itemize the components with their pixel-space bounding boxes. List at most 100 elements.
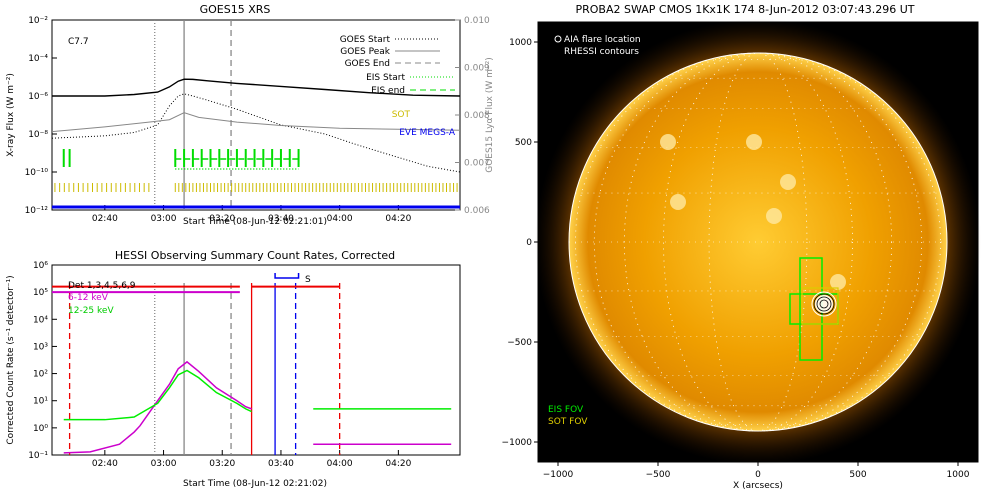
swap-title: PROBA2 SWAP CMOS 1Kx1K 174 8-Jun-2012 03…	[575, 3, 914, 16]
goes-ytick-label: 10⁻⁶	[28, 92, 48, 102]
legend-det: Det 1,3,4,5,6,9	[68, 281, 136, 291]
hessi-xtick-label: 03:00	[151, 459, 177, 469]
goes-ytick-right-label: 0.010	[464, 16, 490, 26]
hessi-panel: HESSI Observing Summary Count Rates, Cor…	[6, 249, 461, 489]
goes-ytick-right-label: 0.008	[464, 111, 490, 121]
legend-eis-end: EIS end	[371, 86, 405, 96]
hessi-xlabel: Start Time (08-Jun-12 02:21:02)	[183, 479, 327, 489]
goes-lya-line	[51, 112, 461, 133]
sun-disk	[569, 53, 947, 431]
swap-xtick-label: 1000	[947, 470, 970, 480]
swap-xtick-label: −1000	[543, 470, 574, 480]
goes-xtick-label: 03:00	[151, 214, 177, 224]
swap-legend: AIA flare location RHESSI contours EIS F…	[548, 35, 641, 427]
goes-ytick-label: 10⁻¹²	[25, 206, 49, 216]
goes-legend: GOES Start GOES Peak GOES End EIS Start …	[340, 35, 456, 138]
legend-goes-end: GOES End	[345, 59, 390, 69]
sun-grid-lon	[575, 52, 941, 432]
sun-grid-lon	[663, 52, 853, 432]
hessi-xtick-label: 04:20	[385, 459, 411, 469]
swap-ytick-label: −500	[507, 338, 532, 348]
legend-rhessi: RHESSI contours	[564, 47, 639, 57]
goes-xtick-label: 04:20	[385, 214, 411, 224]
hessi-series-12-25-kev	[63, 369, 252, 421]
goes-short-line	[51, 93, 461, 173]
swap-xtick-label: 0	[755, 470, 761, 480]
hessi-plot-frame	[51, 264, 461, 456]
swap-xtick-label: −500	[646, 470, 671, 480]
legend-sot-fov: SOT FOV	[548, 417, 588, 427]
hessi-ytick-label: 10²	[33, 370, 48, 380]
hessi-ytick-label: 10⁰	[33, 424, 48, 434]
sun-grid-lon	[623, 52, 893, 432]
goes-title: GOES15 XRS	[200, 3, 271, 16]
legend-eis-start: EIS Start	[366, 73, 405, 83]
goes-ytick-label: 10⁻⁸	[28, 130, 48, 140]
hessi-s-label: S	[305, 275, 311, 285]
goes-ytick-label: 10⁻²	[28, 16, 48, 26]
active-region	[660, 134, 676, 150]
hessi-ytick-label: 10⁵	[33, 288, 48, 298]
goes-ytick-right-label: 0.007	[464, 159, 490, 169]
goes-xtick-label: 03:40	[268, 214, 294, 224]
hessi-xtick-label: 03:20	[209, 459, 235, 469]
active-region	[780, 174, 796, 190]
hessi-title: HESSI Observing Summary Count Rates, Cor…	[115, 249, 395, 262]
active-region	[830, 274, 846, 290]
hessi-series-6-12-kev	[63, 360, 252, 454]
hessi-ytick-label: 10⁶	[33, 261, 48, 271]
hessi-ytick-label: 10³	[33, 342, 48, 352]
goes-panel: GOES15 XRS C7.7 Start Time (08-Jun-12 02…	[6, 3, 495, 227]
rhessi-marker-icon	[554, 47, 562, 55]
sot-fov-box	[801, 287, 839, 325]
legend-6-12: 6-12 keV	[68, 293, 109, 303]
goes-xlabel: Start Time (08-Jun-12 02:21:01)	[183, 217, 327, 227]
legend-aia: AIA flare location	[564, 35, 641, 45]
hessi-xtick-label: 03:40	[268, 459, 294, 469]
swap-ytick-label: 1000	[509, 38, 532, 48]
goes-xtick-label: 02:40	[92, 214, 118, 224]
goes-ytick-right-label: 0.006	[464, 206, 490, 216]
active-region	[670, 194, 686, 210]
goes-ylabel-left: X-ray Flux (W m⁻²)	[6, 73, 16, 157]
goes-xtick-label: 03:20	[209, 214, 235, 224]
active-region	[746, 134, 762, 150]
legend-12-25: 12-25 keV	[68, 306, 114, 316]
rhessi-contour	[813, 293, 835, 315]
legend-eve: EVE MEGS-A	[399, 128, 456, 138]
aia-marker-icon	[554, 35, 562, 43]
rhessi-contour	[816, 296, 832, 312]
goes-long-line	[52, 78, 461, 97]
sun-grid-lon	[708, 52, 808, 432]
swap-xlabel: X (arcsecs)	[733, 481, 783, 491]
hessi-xtick-label: 02:40	[92, 459, 118, 469]
goes-class-label: C7.7	[68, 37, 89, 47]
hessi-ylabel: Corrected Count Rate (s⁻¹ detector⁻¹)	[6, 275, 16, 444]
hessi-ytick-label: 10⁴	[33, 315, 48, 325]
hessi-s-bracket	[274, 273, 300, 279]
legend-sot: SOT	[392, 110, 411, 120]
goes-ytick-label: 10⁻¹⁰	[25, 168, 49, 178]
goes-ylabel-right: GOES15 Lyα Flux (W m⁻²)	[485, 57, 495, 173]
sun-grid-lon	[593, 52, 923, 432]
goes-xtick-label: 04:00	[327, 214, 353, 224]
legend-goes-peak: GOES Peak	[340, 47, 390, 57]
swap-xtick-label: 500	[849, 470, 866, 480]
legend-goes-start: GOES Start	[340, 35, 391, 45]
hessi-xtick-label: 04:00	[327, 459, 353, 469]
swap-panel: PROBA2 SWAP CMOS 1Kx1K 174 8-Jun-2012 03…	[502, 3, 982, 491]
swap-ytick-label: 0	[526, 238, 532, 248]
flare-kernel	[815, 295, 833, 313]
goes-ytick-right-label: 0.009	[464, 64, 490, 74]
swap-ytick-label: 500	[515, 138, 532, 148]
hessi-ytick-label: 10¹	[33, 397, 48, 407]
legend-eis-fov: EIS FOV	[548, 405, 584, 415]
hessi-ytick-label: 10⁻¹	[28, 451, 48, 461]
aia-flare-marker	[811, 291, 837, 317]
goes-ytick-label: 10⁻⁴	[28, 54, 48, 64]
hessi-legend: Det 1,3,4,5,6,9 6-12 keV 12-25 keV S	[68, 275, 311, 316]
swap-ytick-label: −1000	[502, 438, 533, 448]
active-region	[766, 208, 782, 224]
rhessi-contour	[819, 299, 829, 309]
